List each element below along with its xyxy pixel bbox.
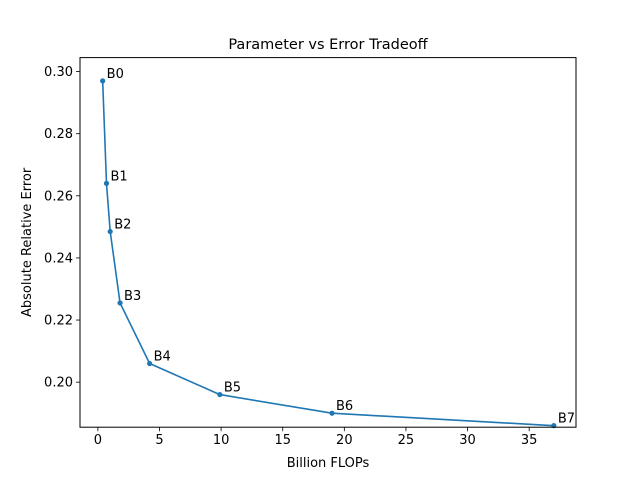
data-point-b5 bbox=[217, 391, 223, 398]
series-line bbox=[101, 80, 554, 427]
plot-frame bbox=[79, 57, 577, 428]
chart-title: Parameter vs Error Tradeoff bbox=[228, 37, 428, 53]
data-point-b2 bbox=[107, 228, 113, 235]
y-tick-label: 0.28 bbox=[44, 127, 73, 142]
x-tick-label: 15 bbox=[274, 433, 291, 448]
data-point-b4 bbox=[147, 360, 153, 367]
data-point-b6 bbox=[329, 410, 335, 416]
y-tick-label: 0.26 bbox=[44, 189, 73, 204]
x-tick-label: 25 bbox=[398, 433, 415, 448]
x-tick-label: 10 bbox=[213, 433, 230, 448]
x-tick-label: 20 bbox=[336, 433, 353, 448]
data-point-label-b3: B3 bbox=[124, 289, 141, 304]
y-axis-label: Absolute Relative Error bbox=[20, 167, 35, 317]
x-tick-label: 0 bbox=[94, 433, 102, 448]
y-tick-label: 0.30 bbox=[44, 65, 73, 80]
data-point-label-b6: B6 bbox=[336, 399, 353, 414]
x-axis-label: Billion FLOPs bbox=[287, 456, 370, 471]
data-point-label-b0: B0 bbox=[107, 67, 124, 82]
data-point-label-b7: B7 bbox=[558, 412, 575, 427]
data-point-label-b2: B2 bbox=[114, 218, 131, 233]
y-tick-label: 0.22 bbox=[44, 314, 73, 329]
data-point-label-b4: B4 bbox=[154, 350, 171, 365]
x-tick-label: 5 bbox=[155, 433, 163, 448]
y-tick-label: 0.20 bbox=[44, 376, 73, 391]
data-point-label-b5: B5 bbox=[224, 381, 241, 396]
x-tick-label: 35 bbox=[521, 433, 538, 448]
data-point-b1 bbox=[103, 180, 110, 186]
data-point-b0 bbox=[100, 78, 106, 84]
x-tick-label: 30 bbox=[459, 433, 476, 448]
data-point-b3 bbox=[117, 300, 123, 306]
y-tick-label: 0.24 bbox=[44, 251, 73, 266]
data-point-label-b1: B1 bbox=[110, 169, 127, 184]
